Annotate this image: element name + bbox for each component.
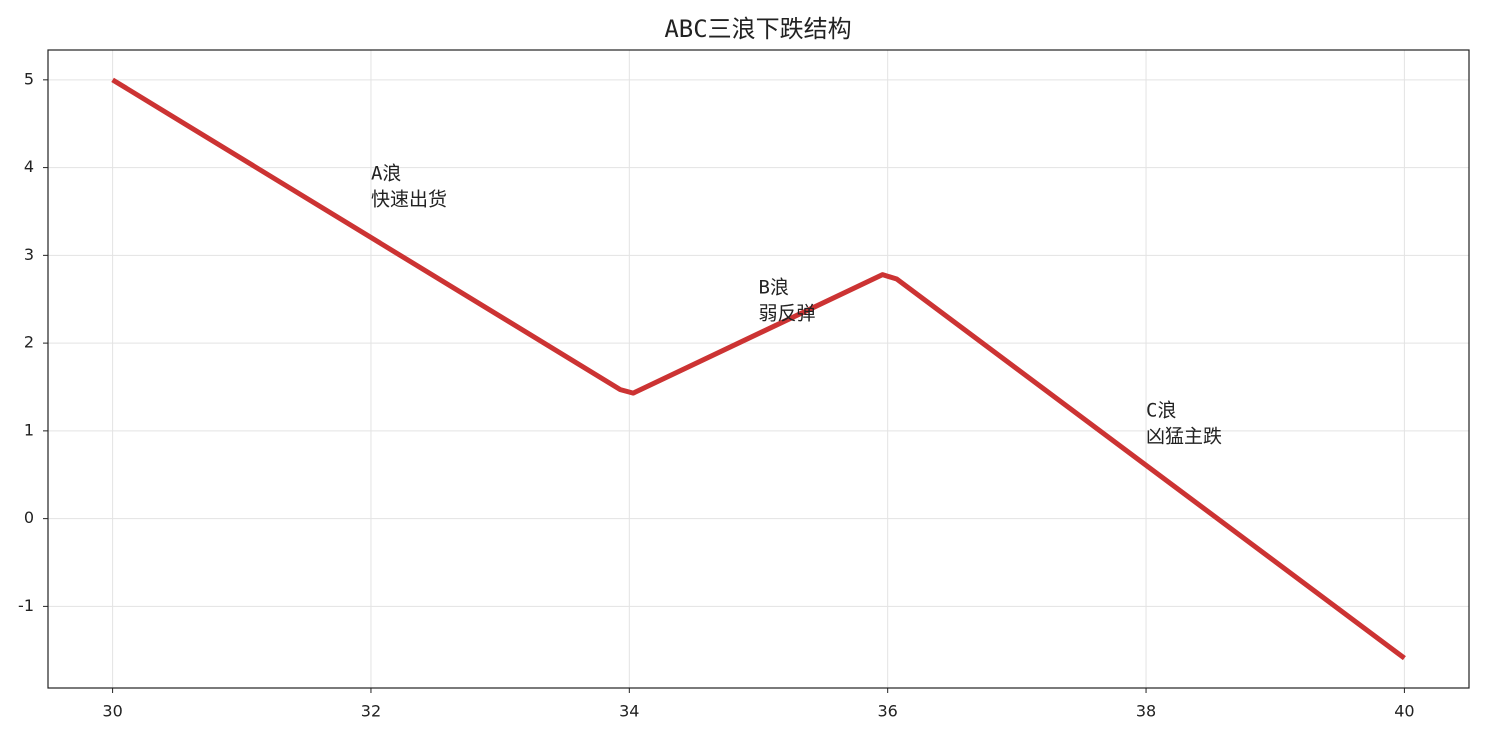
y-tick-label: 4 bbox=[24, 157, 34, 176]
annotation: A浪 bbox=[371, 162, 401, 184]
annotation: B浪 bbox=[759, 277, 789, 299]
y-tick-label: 1 bbox=[24, 420, 34, 439]
y-tick-label: 3 bbox=[24, 245, 34, 264]
y-tick-label: 5 bbox=[24, 69, 34, 88]
y-tick-label: -1 bbox=[18, 596, 34, 615]
line-series bbox=[111, 77, 1406, 661]
annotation: 凶猛主跌 bbox=[1146, 425, 1222, 447]
annotation: 弱反弹 bbox=[759, 303, 816, 325]
y-tick-label: 0 bbox=[24, 508, 34, 527]
annotation: C浪 bbox=[1146, 399, 1176, 421]
x-tick-label: 40 bbox=[1394, 702, 1414, 721]
x-tick-label: 32 bbox=[361, 702, 381, 721]
plot-frame bbox=[47, 49, 1470, 689]
chart-title: ABC三浪下跌结构 bbox=[664, 15, 851, 43]
annotation: 快速出货 bbox=[371, 188, 447, 210]
x-tick-label: 36 bbox=[878, 702, 898, 721]
x-tick-label: 38 bbox=[1136, 702, 1156, 721]
x-tick-label: 30 bbox=[102, 702, 122, 721]
x-tick-label: 34 bbox=[619, 702, 639, 721]
y-tick-label: 2 bbox=[24, 333, 34, 352]
